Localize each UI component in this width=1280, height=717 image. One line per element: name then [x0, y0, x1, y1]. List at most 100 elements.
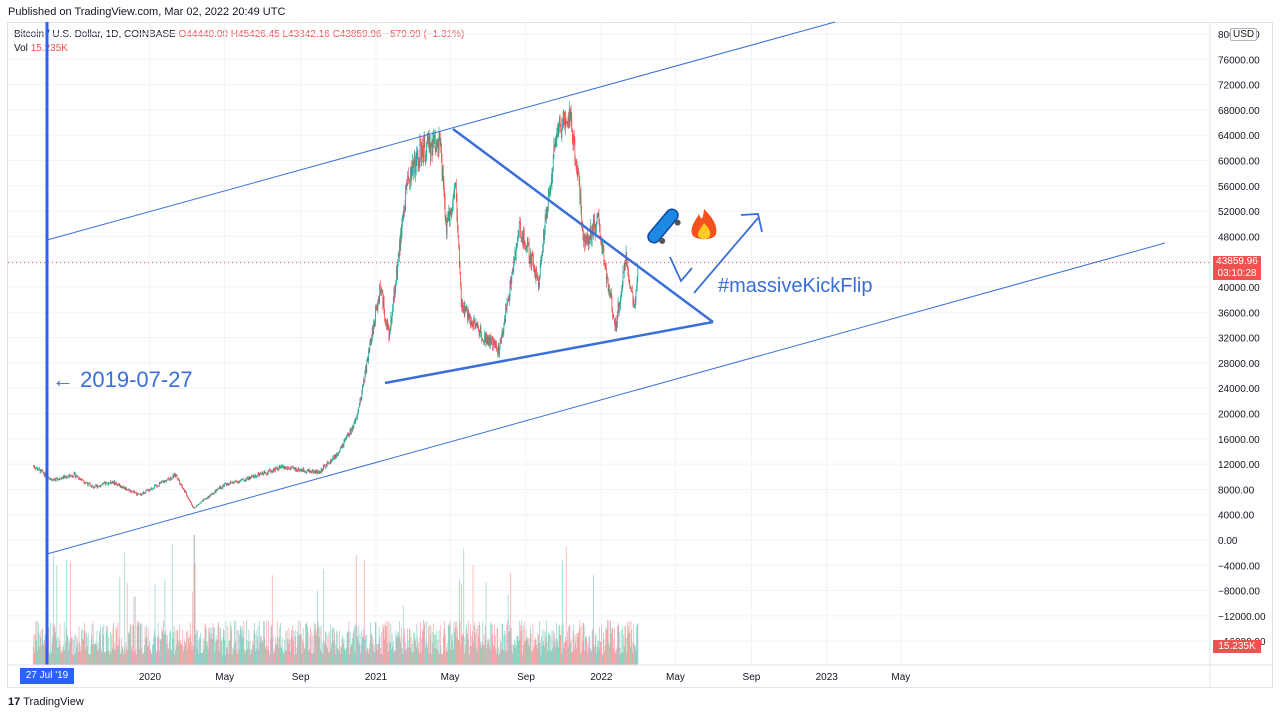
volume-bar [278, 647, 279, 665]
volume-bar [131, 646, 132, 665]
volume-bar [233, 643, 235, 665]
volume-bar [276, 621, 278, 665]
candle-body [276, 467, 278, 469]
candle-body [75, 476, 77, 478]
candle-body [242, 478, 244, 481]
candle-body [529, 259, 531, 264]
candle-body [457, 215, 458, 230]
volume-bar [523, 645, 525, 665]
volume-bar [418, 653, 420, 665]
volume-bar [525, 629, 527, 665]
volume-bar [442, 654, 444, 665]
candle-body [631, 290, 632, 292]
candle-body [531, 254, 532, 267]
volume-bar [306, 622, 308, 665]
chart-frame[interactable] [7, 22, 1273, 688]
candle-body [387, 324, 389, 328]
volume-bar [229, 640, 231, 665]
volume-bar [39, 647, 40, 665]
candle-body [408, 176, 410, 182]
volume-bar [518, 641, 520, 665]
volume-bar [278, 637, 280, 665]
candle-body [126, 487, 127, 490]
time-tick-label: May [441, 672, 460, 683]
volume-bar [396, 637, 398, 665]
candle-body [323, 465, 325, 467]
candle-body [152, 488, 154, 490]
candle-body [475, 322, 477, 328]
volume-bar [432, 631, 434, 665]
candle-body [79, 478, 80, 480]
volume-bar [482, 621, 484, 665]
volume-bar [65, 627, 67, 665]
volume-bar [174, 649, 176, 665]
candle-body [187, 495, 189, 498]
volume-bar [256, 648, 258, 665]
candle-body [120, 484, 121, 487]
candle-body [204, 498, 206, 500]
volume-bar [507, 594, 509, 665]
volume-bar [503, 634, 505, 665]
candle-body [84, 482, 86, 484]
candle-body [381, 291, 383, 293]
candle-body [354, 421, 355, 423]
volume-bar [96, 630, 98, 665]
candle-body [502, 330, 503, 333]
candle-body [221, 488, 222, 489]
candle-body [224, 483, 226, 485]
volume-bar [202, 652, 203, 665]
volume-bar [484, 645, 486, 665]
volume-bar [36, 620, 38, 665]
volume-bar [420, 652, 422, 665]
volume-bar [115, 650, 116, 665]
volume-bar [561, 653, 563, 665]
candle-body [153, 488, 155, 489]
candle-body [105, 482, 106, 485]
candle-body [55, 479, 56, 481]
volume-bar [483, 645, 484, 665]
candle-body [115, 483, 116, 485]
candle-body [258, 473, 260, 477]
volume-bar [344, 651, 346, 665]
candle-body [619, 303, 621, 305]
candle-body [171, 478, 172, 480]
candle-body [456, 193, 458, 216]
volume-bar [99, 630, 100, 665]
volume-bar [465, 644, 466, 665]
candle-body [282, 465, 284, 467]
candle-body [262, 472, 264, 476]
volume-bar [601, 653, 603, 665]
volume-bar [557, 641, 558, 665]
volume-bar [223, 628, 224, 665]
candle-body [362, 384, 364, 386]
bar-countdown: 03:10:28 [1217, 268, 1257, 279]
currency-selector[interactable]: USD [1230, 28, 1258, 41]
candle-body [555, 138, 557, 143]
tradingview-brand[interactable]: 17 TradingView [8, 696, 84, 708]
volume-bar [456, 637, 458, 665]
volume-bar [465, 629, 467, 665]
candle-body [280, 465, 282, 467]
candle-body [588, 236, 589, 244]
candle-body [542, 246, 544, 253]
volume-bar [236, 650, 237, 665]
candle-body [623, 271, 624, 273]
tradingview-logo-icon: 17 [8, 696, 21, 708]
candle-body [595, 226, 597, 235]
candle-body [331, 459, 332, 463]
candle-body [452, 207, 453, 208]
volume-bar [331, 643, 332, 665]
candle-body [180, 484, 182, 485]
volume-bar [276, 644, 278, 665]
volume-bar [546, 620, 547, 665]
volume-bar [347, 631, 349, 665]
volume-bar [196, 648, 198, 665]
volume-bar [383, 624, 385, 665]
candle-body [238, 481, 240, 483]
volume-bar [58, 641, 60, 665]
volume-bar [378, 643, 379, 665]
volume-bar [392, 641, 394, 665]
time-tick-label: Sep [292, 672, 310, 683]
volume-bar [343, 638, 345, 665]
